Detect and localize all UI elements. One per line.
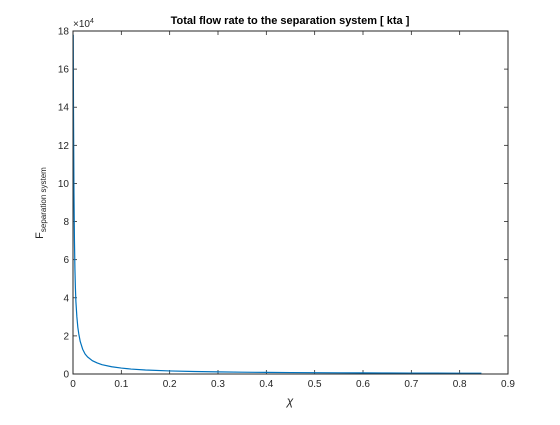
y-exponent-power: 4 (90, 18, 94, 25)
y-tick-label: 14 (58, 103, 70, 114)
x-tick-label: 0 (70, 379, 76, 390)
x-tick-label: 0.8 (453, 379, 467, 390)
y-tick-label: 18 (58, 27, 70, 38)
x-tick-label: 0.3 (211, 379, 225, 390)
x-tick-label: 0.7 (404, 379, 418, 390)
x-tick-label: 0.4 (259, 379, 273, 390)
y-exponent-base: ×10 (73, 19, 90, 30)
y-tick-label: 16 (58, 65, 70, 76)
series-line (72, 34, 482, 374)
y-tick-label: 6 (63, 255, 69, 266)
y-exponent-label: ×104 (73, 18, 94, 30)
x-tick-label: 0.2 (163, 379, 177, 390)
y-tick-label: 2 (63, 331, 69, 342)
x-tick-label: 0.9 (501, 379, 515, 390)
x-axis-label: χ (286, 394, 294, 408)
y-axis-ticks: 0 2 4 6 8 10 12 14 16 18 (58, 27, 508, 381)
y-tick-label: 10 (58, 179, 70, 190)
y-tick-label: 4 (63, 293, 69, 304)
y-tick-label: 0 (63, 370, 69, 381)
y-tick-label: 8 (63, 217, 69, 228)
series-layer (72, 34, 482, 374)
axes-box (72, 30, 509, 375)
y-axis-label: Fseparation system (34, 167, 48, 239)
x-tick-label: 0.1 (114, 379, 128, 390)
chart-title: Total flow rate to the separation system… (171, 15, 410, 27)
y-tick-label: 12 (58, 141, 70, 152)
y-axis-label-main: F (34, 232, 46, 239)
x-tick-label: 0.6 (356, 379, 370, 390)
x-axis-ticks: 0 0.1 0.2 0.3 0.4 0.5 0.6 0.7 0.8 0.9 (70, 31, 515, 390)
x-tick-label: 0.5 (308, 379, 322, 390)
y-axis-label-subscript: separation system (39, 167, 48, 232)
